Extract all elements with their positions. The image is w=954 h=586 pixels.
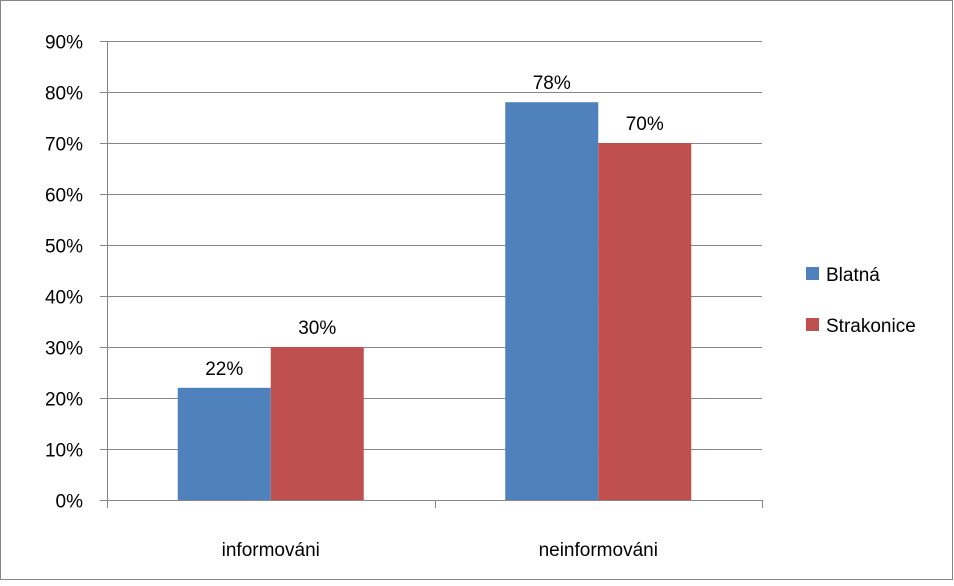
x-category-label: neinformováni	[539, 540, 658, 561]
legend-label: Strakonice	[826, 316, 916, 337]
bar-strakonice-neinformovani	[598, 143, 692, 500]
y-tick-label: 0%	[56, 492, 84, 513]
y-tick-label: 60%	[45, 186, 83, 207]
bar-strakonice-informovani	[270, 347, 364, 500]
legend-label: Blatná	[826, 265, 880, 286]
y-tick-label: 50%	[45, 237, 83, 258]
y-tick-label: 90%	[45, 33, 83, 54]
axes	[100, 41, 763, 508]
legend: Blatná Strakonice	[806, 265, 916, 337]
bar-blatna-informovani	[177, 387, 271, 500]
y-tick-label: 30%	[45, 339, 83, 360]
legend-swatch	[806, 318, 819, 331]
y-tick-label: 40%	[45, 288, 83, 309]
x-axis-category-labels: informováni neinformováni	[222, 540, 658, 561]
data-label: 78%	[533, 73, 571, 94]
data-label: 70%	[626, 114, 664, 135]
y-tick-label: 80%	[45, 84, 83, 105]
legend-swatch	[806, 267, 819, 280]
bars	[177, 102, 692, 500]
y-tick-label: 10%	[45, 441, 83, 462]
y-tick-label: 70%	[45, 135, 83, 156]
x-category-label: informováni	[222, 540, 320, 561]
data-label: 30%	[298, 318, 336, 339]
y-tick-label: 20%	[45, 390, 83, 411]
y-axis-tick-labels: 0% 10% 20% 30% 40% 50% 60% 70% 80% 90%	[45, 33, 83, 513]
bar-blatna-neinformovani	[505, 102, 599, 500]
data-label: 22%	[205, 359, 243, 380]
data-labels: 22% 30% 78% 70%	[205, 73, 664, 380]
